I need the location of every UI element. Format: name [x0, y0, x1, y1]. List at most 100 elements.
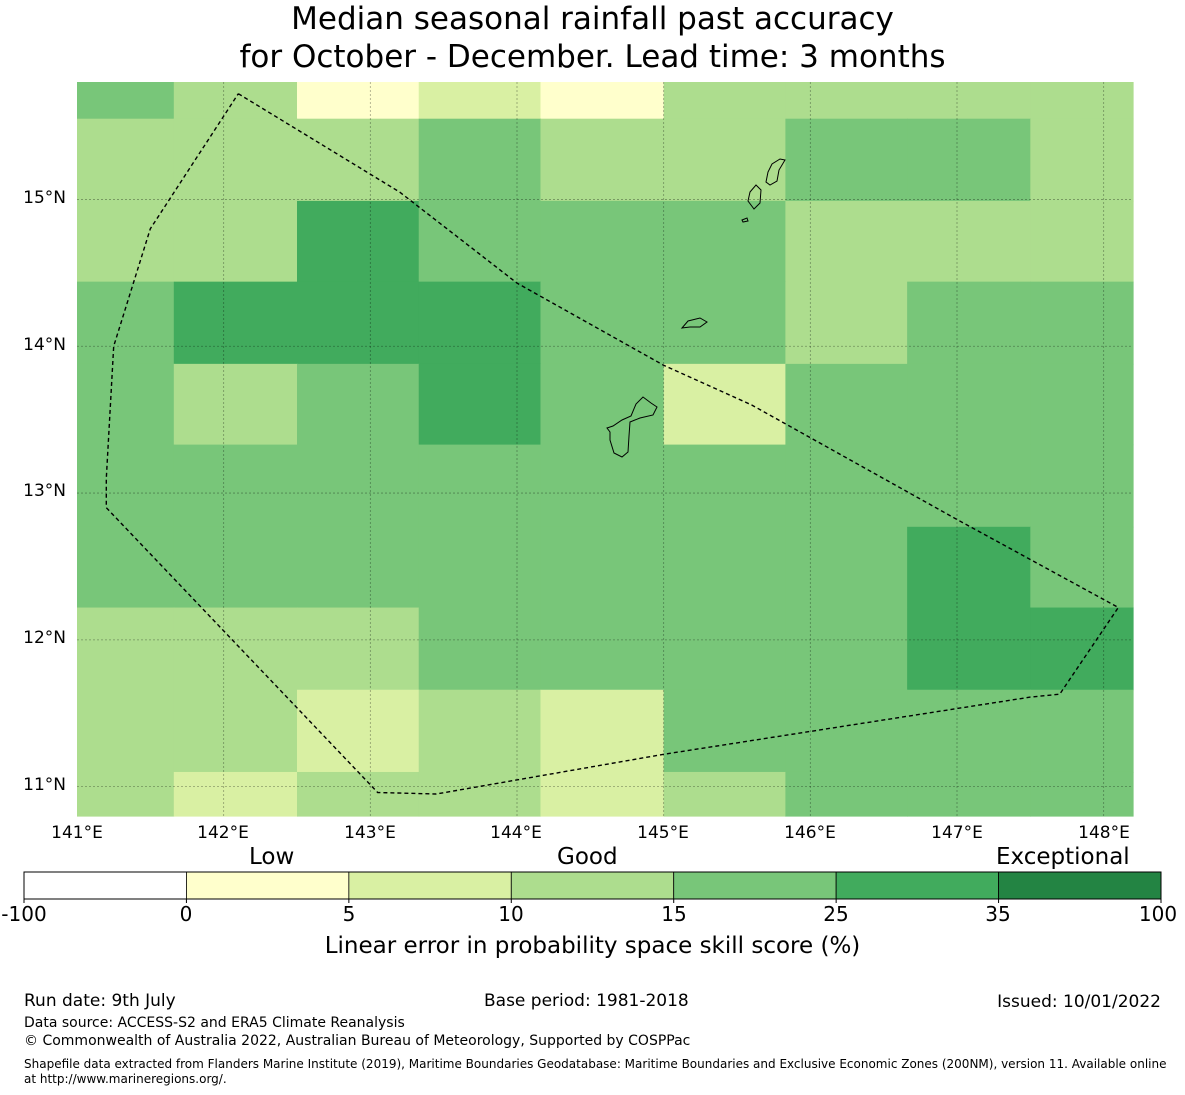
grid-cell — [418, 771, 542, 817]
grid-cell — [907, 118, 1031, 202]
y-tick-label: 13°N — [23, 481, 66, 501]
island-guam — [606, 396, 658, 458]
grid-cell — [173, 526, 298, 609]
island-rota — [680, 317, 708, 329]
grid-cell — [418, 444, 542, 528]
grid-cell — [663, 607, 786, 691]
grid-cell — [1030, 607, 1134, 691]
grid-cell — [173, 607, 298, 691]
grid-cell — [77, 281, 175, 365]
grid-cell — [540, 118, 665, 202]
grid-cell — [907, 200, 1031, 283]
grid-cell — [173, 118, 298, 202]
y-tick-label: 14°N — [23, 335, 66, 355]
grid-cell — [418, 363, 542, 446]
grid-cell — [907, 82, 1031, 120]
grid-cell — [173, 200, 298, 283]
grid-cell — [77, 526, 175, 609]
grid-cell — [173, 444, 298, 528]
grid-cell — [297, 607, 420, 691]
grid-cell — [297, 526, 420, 609]
grid-cell — [785, 82, 908, 120]
grid-cell — [907, 771, 1031, 817]
grid-cell — [907, 281, 1031, 365]
graticule — [77, 82, 1133, 816]
colorbar-segment — [835, 871, 999, 900]
colorbar-frame — [23, 871, 1162, 900]
x-tick-label: 144°E — [490, 823, 542, 843]
grid-cell — [663, 771, 786, 817]
title-line-1: Median seasonal rainfall past accuracy — [291, 1, 894, 37]
run-date: Run date: 9th July — [24, 991, 176, 1011]
colorbar-tick: 10 — [498, 902, 524, 926]
grid-cell — [173, 771, 298, 817]
colorbar — [23, 871, 1162, 903]
x-tick-label: 141°E — [51, 823, 103, 843]
grid-cell — [1030, 281, 1134, 365]
grid-cell — [785, 200, 908, 283]
x-tick-label: 146°E — [784, 823, 836, 843]
grid-cell — [663, 200, 786, 283]
grid-cell — [297, 281, 420, 365]
data-source: Data source: ACCESS-S2 and ERA5 Climate … — [24, 1015, 405, 1031]
grid-cell — [77, 689, 175, 773]
chart-title: Median seasonal rainfall past accuracy f… — [0, 0, 1185, 76]
grid-cell — [77, 200, 175, 283]
grid-cell — [663, 526, 786, 609]
colorbar-segment — [186, 871, 350, 900]
island-tinian — [747, 184, 762, 210]
grid-cell — [1030, 363, 1134, 446]
grid-cell — [907, 363, 1031, 446]
copyright: © Commonwealth of Australia 2022, Austra… — [24, 1033, 691, 1049]
grid-cell — [418, 200, 542, 283]
grid-cell — [297, 771, 420, 817]
grid-cell — [1030, 444, 1134, 528]
grid-cell — [1030, 689, 1134, 773]
grid-cell — [540, 526, 665, 609]
grid-cell — [785, 118, 908, 202]
grid-cell — [297, 444, 420, 528]
grid-cell — [785, 281, 908, 365]
grid-cell — [418, 607, 542, 691]
grid-cell — [663, 281, 786, 365]
grid-cell — [297, 363, 420, 446]
grid-cell — [785, 526, 908, 609]
x-tick-label: 142°E — [197, 823, 249, 843]
grid-cell — [907, 689, 1031, 773]
scale-good-label: Good — [557, 844, 618, 870]
grid-cell — [540, 82, 665, 120]
grid-cell — [297, 82, 420, 120]
grid-cell — [1030, 526, 1134, 609]
coastlines — [606, 158, 786, 458]
grid-cell — [297, 689, 420, 773]
y-tick-label: 11°N — [23, 775, 66, 795]
grid-cell — [297, 200, 420, 283]
colorbar-segment — [510, 871, 675, 900]
grid-cell — [540, 607, 665, 691]
colorbar-tick: 35 — [985, 902, 1011, 926]
colorbar-segment — [348, 871, 512, 900]
colorbar-tick: 15 — [661, 902, 687, 926]
grid-cell — [1030, 771, 1134, 817]
issued-date: Issued: 10/01/2022 — [997, 992, 1161, 1012]
island-saipan — [765, 158, 786, 186]
grid-cell — [173, 689, 298, 773]
grid-cell — [1030, 82, 1134, 120]
grid-cell — [540, 771, 665, 817]
grid-cell — [663, 689, 786, 773]
grid-cell — [785, 689, 908, 773]
grid-cell — [907, 526, 1031, 609]
colorbar-segment — [673, 871, 837, 900]
grid-cell — [418, 118, 542, 202]
grid-cell — [907, 607, 1031, 691]
grid-cell — [297, 118, 420, 202]
grid-cell — [173, 82, 298, 120]
colorbar-segment — [23, 871, 187, 900]
shapefile-credit: Shapefile data extracted from Flanders M… — [24, 1057, 1167, 1086]
grid-cell — [663, 363, 786, 446]
grid-cell — [785, 607, 908, 691]
grid-cell — [540, 281, 665, 365]
colorbar-tick: 5 — [342, 902, 356, 926]
colorbar-tick: 100 — [1138, 902, 1178, 926]
